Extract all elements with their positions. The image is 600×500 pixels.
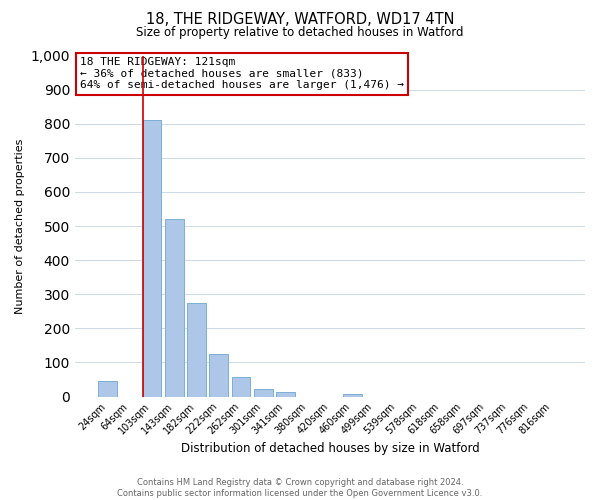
Text: Contains HM Land Registry data © Crown copyright and database right 2024.
Contai: Contains HM Land Registry data © Crown c… [118,478,482,498]
Text: 18 THE RIDGEWAY: 121sqm
← 36% of detached houses are smaller (833)
64% of semi-d: 18 THE RIDGEWAY: 121sqm ← 36% of detache… [80,57,404,90]
Bar [98,381,117,396]
Bar [209,354,228,397]
Bar [187,303,206,396]
Bar [232,377,250,396]
Text: 18, THE RIDGEWAY, WATFORD, WD17 4TN: 18, THE RIDGEWAY, WATFORD, WD17 4TN [146,12,454,28]
X-axis label: Distribution of detached houses by size in Watford: Distribution of detached houses by size … [181,442,479,455]
Text: Size of property relative to detached houses in Watford: Size of property relative to detached ho… [136,26,464,39]
Bar [276,392,295,396]
Bar [143,120,161,396]
Bar [343,394,362,396]
Y-axis label: Number of detached properties: Number of detached properties [15,138,25,314]
Bar [165,219,184,396]
Bar [254,389,272,396]
